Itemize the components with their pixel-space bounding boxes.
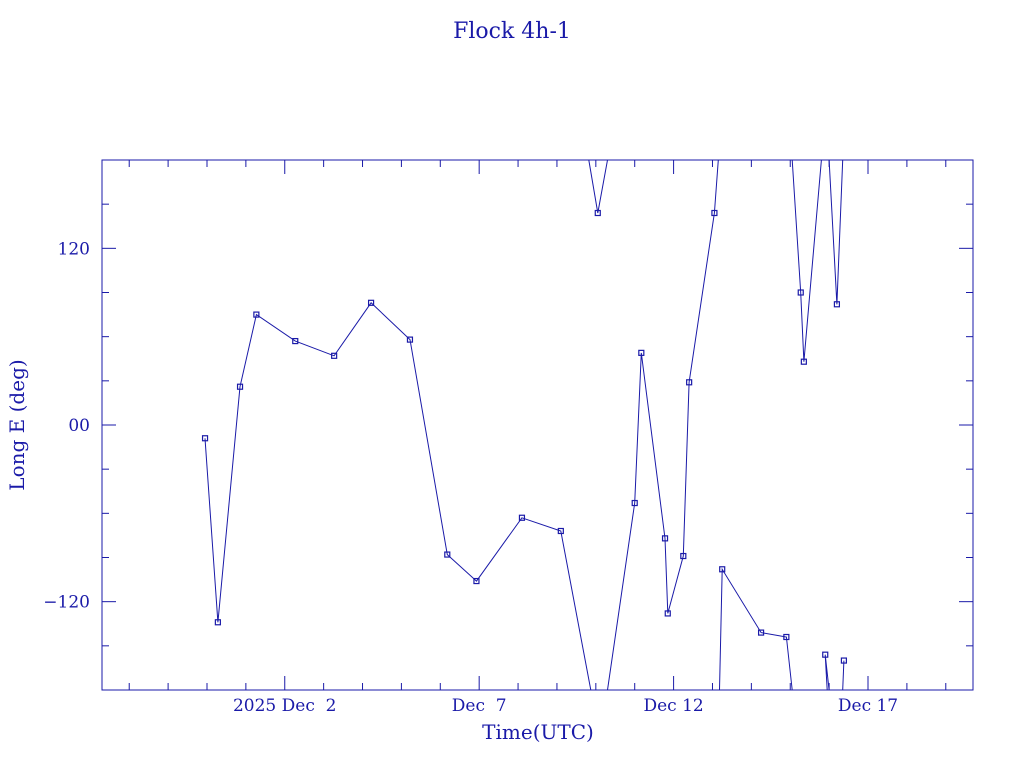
x-tick-labels: 2025 Dec 2 Dec 7 Dec 12 Dec 17 [233,696,898,716]
data-point [757,629,765,636]
data-point [783,633,790,641]
data-point [594,209,601,217]
y-axis-label: Long E (deg) [5,359,29,490]
series-line [791,160,822,362]
data-point [473,577,480,585]
data-point [664,610,671,617]
data-point [444,551,451,558]
x-tick-label: Dec 17 [838,696,898,716]
data-point [236,383,244,390]
data-point [631,499,638,507]
data-point [201,435,209,442]
x-tick-label: 2025 Dec 2 [233,696,337,716]
axis-ticks [102,160,973,690]
y-tick-label: −120 [43,593,90,613]
y-tick-labels: 120 00 −120 [43,239,90,612]
data-point [253,311,260,318]
series-line [607,160,719,690]
data-point [797,289,804,296]
series-layer [201,160,848,690]
data-point [661,535,669,542]
data-point [367,299,375,306]
data-point [711,209,718,217]
series-line [204,302,592,690]
x-axis-label: Time(UTC) [482,720,594,744]
data-point [557,527,564,535]
x-tick-label: Dec 12 [643,696,703,716]
data-point [719,566,726,573]
data-point [292,337,299,345]
data-point [680,552,687,560]
data-point [800,358,807,365]
chart-title: Flock 4h-1 [453,19,571,44]
data-point [686,379,693,386]
data-point [840,657,848,664]
data-point [406,336,414,343]
data-point [833,301,841,308]
plot-frame [101,159,974,691]
x-tick-label: Dec 7 [452,696,507,716]
data-point [518,514,526,521]
y-tick-label: 120 [58,239,90,259]
data-point [331,352,338,359]
data-point [214,619,221,626]
data-point [822,651,829,658]
series-line [719,567,793,690]
series-line [842,660,845,690]
series-line [828,160,844,305]
y-tick-label: 00 [68,416,90,436]
data-point [638,349,645,356]
series-line [588,160,608,214]
series-line [824,654,830,690]
